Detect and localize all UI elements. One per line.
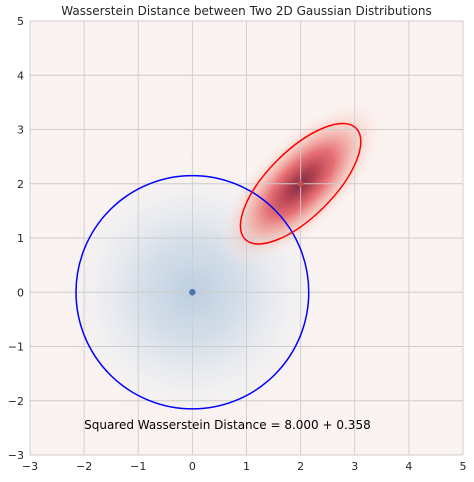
x-tick-label: 1 [243,460,250,473]
y-tick-label: 2 [17,178,24,191]
x-tick-label: 4 [405,460,412,473]
grid-lines [29,20,464,456]
x-tick-label: 3 [351,460,358,473]
gaussian-2-mean-point [297,180,304,187]
wasserstein-annotation: Squared Wasserstein Distance = 8.000 + 0… [84,418,371,432]
x-tick-label: 0 [189,460,196,473]
y-tick-label: 4 [17,69,24,82]
gaussian-1-mean-point [189,289,196,296]
y-axis-ticks: −3 −2 −1 0 1 2 3 4 5 [8,15,24,462]
x-axis-ticks: −3 −2 −1 0 1 2 3 4 5 [22,460,467,473]
y-tick-label: 0 [17,286,24,299]
gaussian-1-ellipse [75,174,310,410]
x-tick-label: −1 [130,460,146,473]
y-tick-label: −2 [8,395,24,408]
y-tick-label: 3 [17,124,24,137]
covariance-ellipses [75,122,362,410]
y-tick-label: −1 [8,341,24,354]
gaussian-2-ellipse [239,122,362,245]
y-tick-label: −3 [8,449,24,462]
y-tick-label: 1 [17,232,24,245]
x-tick-label: 2 [297,460,304,473]
chart-title: Wasserstein Distance between Two 2D Gaus… [61,4,432,18]
x-tick-label: 5 [460,460,467,473]
x-tick-label: −2 [76,460,92,473]
x-tick-label: −3 [22,460,38,473]
y-tick-label: 5 [17,15,24,28]
